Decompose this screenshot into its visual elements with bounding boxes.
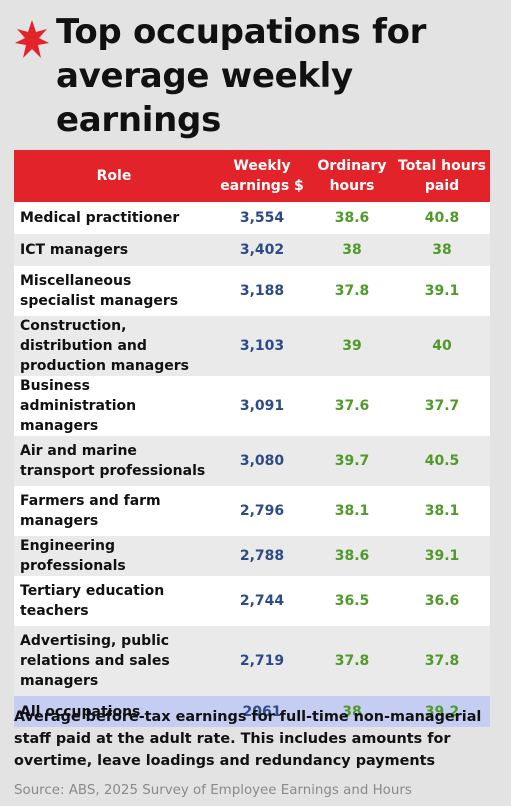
role-cell: Business administration managers <box>14 376 214 436</box>
total-hours-cell: 39.1 <box>394 536 490 576</box>
caption: Average before-tax earnings for full-tim… <box>14 709 482 769</box>
source-note: Source: ABS, 2025 Survey of Employee Ear… <box>14 783 412 798</box>
ordinary-hours-cell: 39 <box>310 316 394 376</box>
total-row: All occupations 2061 38 39.2 <box>14 696 490 727</box>
total-hours-cell: 40.5 <box>394 436 490 486</box>
weekly-earnings-cell: 3,080 <box>214 436 310 486</box>
total-hours-cell: 37.7 <box>394 376 490 436</box>
weekly-earnings-cell: 3,554 <box>214 202 310 234</box>
weekly-earnings-cell: 2061 <box>214 696 310 727</box>
total-hours-cell: 37.8 <box>394 626 490 696</box>
weekly-earnings-cell: 3,188 <box>214 266 310 316</box>
ordinary-hours-cell: 38 <box>310 696 394 727</box>
total-hours-cell: 38.1 <box>394 486 490 536</box>
table-row: Engineering professionals 2,788 38.6 39.… <box>14 536 490 576</box>
weekly-earnings-cell: 3,103 <box>214 316 310 376</box>
column-header-weekly-earnings: Weekly earnings $ <box>214 150 310 202</box>
weekly-earnings-cell: 2,744 <box>214 576 310 626</box>
role-cell: Farmers and farm managers <box>14 486 214 536</box>
ordinary-hours-cell: 37.8 <box>310 626 394 696</box>
role-cell: Miscellaneous specialist managers <box>14 266 214 316</box>
role-cell: Medical practitioner <box>14 202 214 234</box>
total-hours-cell: 36.6 <box>394 576 490 626</box>
total-hours-cell: 40.8 <box>394 202 490 234</box>
weekly-earnings-cell: 3,402 <box>214 234 310 266</box>
ordinary-hours-cell: 38.6 <box>310 202 394 234</box>
ordinary-hours-cell: 38.1 <box>310 486 394 536</box>
role-cell: Advertising, public relations and sales … <box>14 626 214 696</box>
role-cell: Engineering professionals <box>14 536 214 576</box>
page-title: Top occupations for average weekly earni… <box>56 12 427 140</box>
ordinary-hours-cell: 38 <box>310 234 394 266</box>
ordinary-hours-cell: 36.5 <box>310 576 394 626</box>
table-row: Tertiary education teachers 2,744 36.5 3… <box>14 576 490 626</box>
ordinary-hours-cell: 38.6 <box>310 536 394 576</box>
table-row: Medical practitioner 3,554 38.6 40.8 <box>14 202 490 234</box>
table-row: ICT managers 3,402 38 38 <box>14 234 490 266</box>
weekly-earnings-cell: 2,796 <box>214 486 310 536</box>
weekly-earnings-cell: 3,091 <box>214 376 310 436</box>
weekly-earnings-cell: 2,788 <box>214 536 310 576</box>
role-cell: Construction, distribution and productio… <box>14 316 214 376</box>
total-hours-cell: 39.1 <box>394 266 490 316</box>
total-hours-cell: 40 <box>394 316 490 376</box>
header: Top occupations for average weekly earni… <box>14 10 494 148</box>
table-header: Role Weekly earnings $ Ordinary hours To… <box>14 150 490 202</box>
weekly-earnings-cell: 2,719 <box>214 626 310 696</box>
role-cell: Tertiary education teachers <box>14 576 214 626</box>
role-cell: All occupations <box>14 696 214 727</box>
ordinary-hours-cell: 37.8 <box>310 266 394 316</box>
table-row: Advertising, public relations and sales … <box>14 626 490 696</box>
table-row: Farmers and farm managers 2,796 38.1 38.… <box>14 486 490 536</box>
table-row: Miscellaneous specialist managers 3,188 … <box>14 266 490 316</box>
total-hours-cell: 39.2 <box>394 696 490 727</box>
table-row: Business administration managers 3,091 3… <box>14 376 490 436</box>
table-row: Construction, distribution and productio… <box>14 316 490 376</box>
role-cell: Air and marine transport professionals <box>14 436 214 486</box>
ordinary-hours-cell: 39.7 <box>310 436 394 486</box>
earnings-table: Role Weekly earnings $ Ordinary hours To… <box>14 150 490 727</box>
column-header-ordinary-hours: Ordinary hours <box>310 150 394 202</box>
total-hours-cell: 38 <box>394 234 490 266</box>
sbs-logo-icon <box>15 20 49 58</box>
column-header-total-hours-paid: Total hours paid <box>394 150 490 202</box>
table-row: Air and marine transport professionals 3… <box>14 436 490 486</box>
role-cell: ICT managers <box>14 234 214 266</box>
column-header-role: Role <box>14 150 214 202</box>
ordinary-hours-cell: 37.6 <box>310 376 394 436</box>
